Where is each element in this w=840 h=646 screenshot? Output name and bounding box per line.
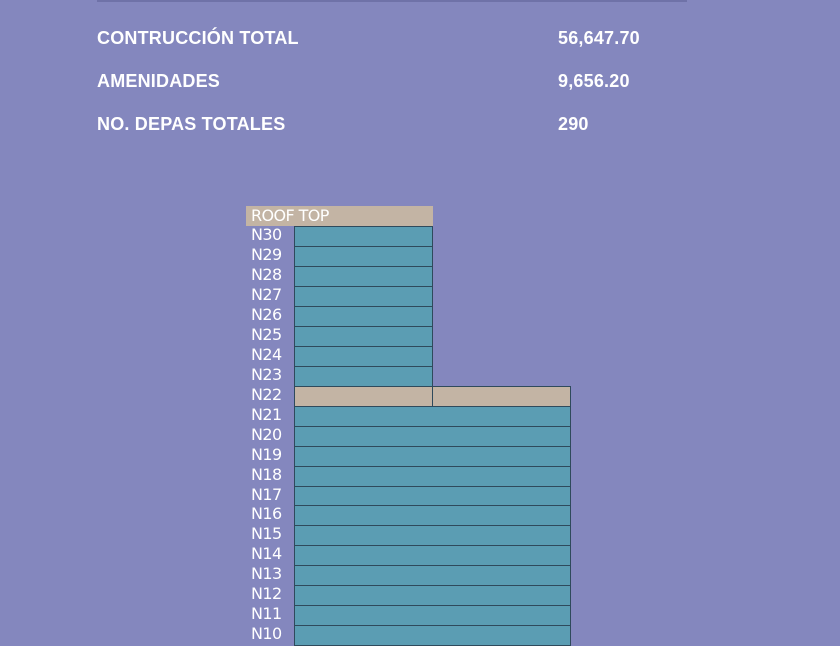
floor-label-n16: N16 <box>251 504 282 524</box>
floor-label-n11: N11 <box>251 604 282 624</box>
floor-label-n24: N24 <box>251 344 282 364</box>
floor-label-n14: N14 <box>251 544 282 564</box>
floor-box-n14 <box>294 545 571 567</box>
floor-box-n10 <box>294 625 571 646</box>
floor-label-n28: N28 <box>251 264 282 284</box>
stat-label: CONTRUCCIÓN TOTAL <box>97 28 299 48</box>
floor-label-n17: N17 <box>251 484 282 504</box>
floor-box-n26 <box>294 305 433 327</box>
floor-box-n18 <box>294 465 571 487</box>
floor-box-n16 <box>294 505 571 527</box>
floor-label-n30: N30 <box>251 225 282 244</box>
floor-label-n26: N26 <box>251 304 282 324</box>
floor-box-n25 <box>294 325 433 347</box>
floor-label-n10: N10 <box>251 624 282 644</box>
floor-label-n19: N19 <box>251 444 282 464</box>
floor-box-n27 <box>294 285 433 307</box>
floor-box-n21 <box>294 405 571 427</box>
floor-label-n21: N21 <box>251 404 282 424</box>
floor-box-n20 <box>294 425 571 447</box>
floor-box-n28 <box>294 265 433 287</box>
amenity-divider <box>432 385 433 407</box>
floor-label-n27: N27 <box>251 284 282 304</box>
floor-box-n29 <box>294 246 433 267</box>
stat-label: AMENIDADES <box>97 71 221 91</box>
floor-label-n22: N22 <box>251 384 282 404</box>
floor-label-n25: N25 <box>251 324 282 344</box>
stat-label: NO. DEPAS TOTALES <box>97 114 286 134</box>
stat-row-construction: CONTRUCCIÓN TOTAL 56,647.70 <box>97 28 717 71</box>
floor-box-n24 <box>294 345 433 367</box>
stat-value: 56,647.70 <box>558 28 640 48</box>
floor-label-n29: N29 <box>251 245 282 264</box>
floor-box-n17 <box>294 485 571 507</box>
roof-top-bar <box>246 206 433 226</box>
floor-label-n20: N20 <box>251 424 282 444</box>
floor-box-n11 <box>294 605 571 627</box>
floor-box-n30 <box>294 226 433 247</box>
floor-label-n23: N23 <box>251 364 282 384</box>
stats-table: CONTRUCCIÓN TOTAL 56,647.70 AMENIDADES 9… <box>97 28 717 157</box>
floor-label-n13: N13 <box>251 564 282 584</box>
floor-box-n19 <box>294 445 571 467</box>
floor-box-n15 <box>294 525 571 547</box>
floor-box-n13 <box>294 565 571 587</box>
stat-value: 290 <box>558 114 589 134</box>
floor-box-n12 <box>294 585 571 607</box>
floor-label-n18: N18 <box>251 464 282 484</box>
floor-label-n15: N15 <box>251 524 282 544</box>
top-divider <box>97 0 687 2</box>
floor-box-n23 <box>294 365 433 387</box>
stat-value: 9,656.20 <box>558 71 630 91</box>
roof-top-label: ROOF TOP <box>251 206 329 225</box>
stat-row-amenities: AMENIDADES 9,656.20 <box>97 71 717 114</box>
floor-label-n12: N12 <box>251 584 282 604</box>
stat-row-units: NO. DEPAS TOTALES 290 <box>97 114 717 157</box>
building-diagram: ROOF TOP N30 N29 N28 N27 N26 N25 N24 N23 N22 N21 N… <box>246 206 571 646</box>
